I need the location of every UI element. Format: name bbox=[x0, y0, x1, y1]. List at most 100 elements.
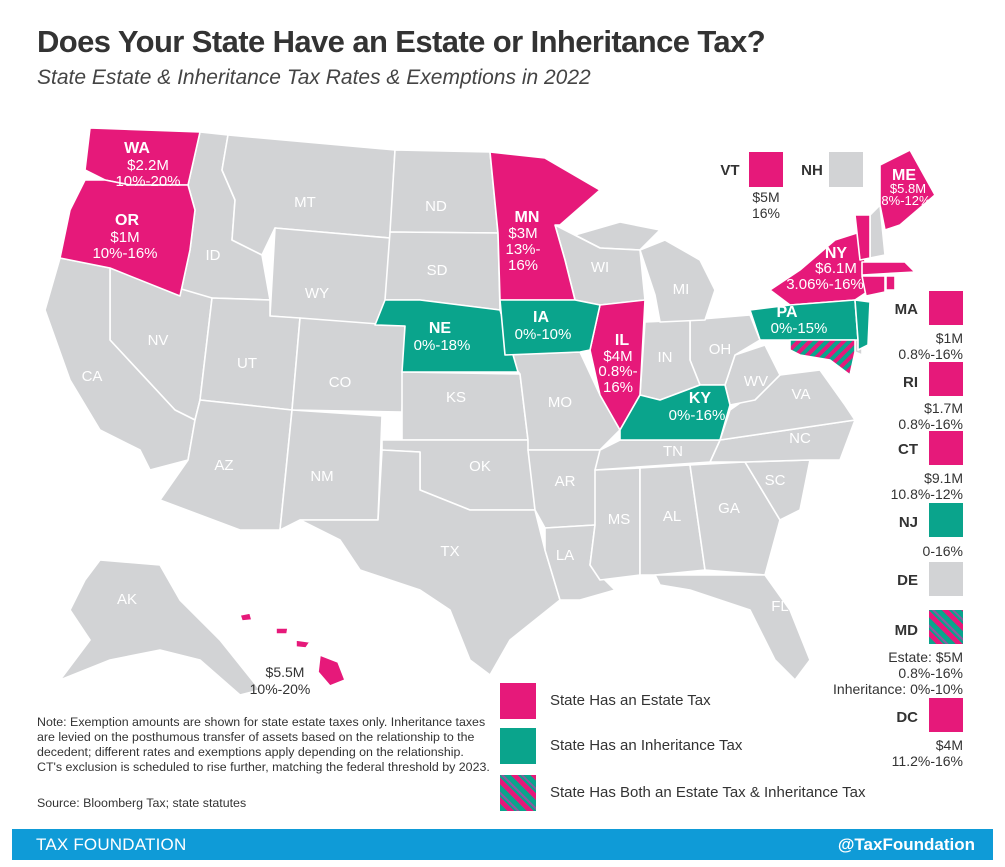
inheritance-states bbox=[374, 299, 871, 441]
footer-bar: TAX FOUNDATION @TaxFoundation bbox=[12, 829, 993, 860]
state-CO bbox=[291, 317, 406, 413]
label-MS: MS bbox=[608, 511, 631, 528]
label-VA: VA bbox=[792, 386, 811, 403]
side-MA-exemption: $1M bbox=[935, 330, 963, 346]
label-CO: CO bbox=[329, 374, 352, 391]
side-MD-text: Estate: $5M 0.8%-16% Inheritance: 0%-10% bbox=[800, 649, 963, 697]
label-MN-exemption: $3M bbox=[508, 225, 537, 242]
label-NE-code: NE bbox=[429, 320, 452, 337]
label-LA: LA bbox=[556, 547, 574, 564]
label-MO: MO bbox=[548, 394, 572, 411]
state-OR bbox=[59, 179, 196, 297]
label-HI-rate: 10%-20% bbox=[250, 681, 311, 697]
state-ME bbox=[879, 149, 936, 231]
side-RI-swatch bbox=[929, 362, 963, 396]
state-AK bbox=[59, 559, 261, 696]
label-KY-code: KY bbox=[689, 390, 712, 407]
side-CT-swatch bbox=[929, 431, 963, 465]
label-MI: MI bbox=[673, 281, 690, 298]
label-OR-code: OR bbox=[115, 212, 139, 229]
label-AR: AR bbox=[555, 473, 576, 490]
label-GA: GA bbox=[718, 500, 740, 517]
label-ID: ID bbox=[206, 247, 221, 264]
label-CA: CA bbox=[82, 368, 103, 385]
map-title: Does Your State Have an Estate or Inheri… bbox=[37, 24, 766, 59]
label-WA-exemption: $2.2M bbox=[127, 157, 169, 174]
side-RI-text: $1.7M 0.8%-16% bbox=[860, 400, 963, 432]
side-MA-swatch bbox=[929, 291, 963, 325]
legend-both-swatch bbox=[500, 775, 536, 811]
label-OK: OK bbox=[469, 458, 491, 475]
side-CT-code: CT bbox=[898, 441, 918, 458]
footer-handle[interactable]: @TaxFoundation bbox=[837, 835, 975, 854]
label-MN-code: MN bbox=[515, 209, 540, 226]
state-CT bbox=[861, 275, 886, 297]
label-MN-rate2: 16% bbox=[508, 257, 538, 274]
label-OH: OH bbox=[709, 341, 732, 358]
side-NJ-text: 0-16% bbox=[860, 543, 963, 559]
inset-VT-rate: 16% bbox=[752, 205, 780, 221]
label-KY-rate: 0%-16% bbox=[669, 407, 726, 424]
label-NM: NM bbox=[310, 468, 333, 485]
side-NJ-code: NJ bbox=[898, 514, 918, 531]
label-AZ: AZ bbox=[214, 457, 233, 474]
state-WY bbox=[269, 227, 391, 326]
state-MN bbox=[489, 151, 601, 301]
state-IA bbox=[499, 299, 601, 356]
state-MA bbox=[861, 261, 916, 276]
label-WV: WV bbox=[744, 373, 768, 390]
side-DC-rate: 11.2%-16% bbox=[891, 753, 963, 769]
side-NJ-swatch bbox=[929, 503, 963, 537]
state-labels: WA $2.2M 10%-20% OR $1M 10%-16% MN $3M 1… bbox=[92, 140, 931, 697]
label-IL-rate2: 16% bbox=[603, 379, 633, 396]
state-NE bbox=[374, 299, 519, 373]
side-MD-estate: Estate: $5M bbox=[888, 649, 963, 665]
side-RI-code: RI bbox=[903, 374, 918, 391]
inset-VT-swatch bbox=[749, 152, 783, 187]
side-MD-swatch bbox=[929, 610, 963, 644]
footer-brand: TAX FOUNDATION bbox=[36, 835, 187, 854]
label-WY: WY bbox=[305, 285, 329, 302]
label-ME-rate: 8%-12% bbox=[881, 193, 931, 208]
side-MA-code: MA bbox=[894, 301, 918, 318]
state-KY bbox=[619, 384, 731, 441]
label-HI-exemption: $5.5M bbox=[266, 664, 305, 680]
inset-NH-code: NH bbox=[801, 162, 823, 179]
state-AL bbox=[639, 464, 706, 576]
state-NJ bbox=[854, 299, 871, 351]
state-MD bbox=[789, 339, 856, 376]
side-CT-rate: 10.8%-12% bbox=[890, 486, 963, 502]
side-MA-rate: 0.8%-16% bbox=[898, 346, 963, 362]
state-ND bbox=[389, 149, 499, 234]
label-ME-code: ME bbox=[892, 167, 916, 184]
state-CA bbox=[44, 257, 196, 471]
label-ME-exemption: $5.8M bbox=[890, 181, 926, 196]
state-FL bbox=[654, 574, 811, 681]
note-text: Note: Exemption amounts are shown for st… bbox=[37, 715, 490, 774]
label-IL-code: IL bbox=[615, 332, 629, 349]
label-IL-rate1: 0.8%- bbox=[598, 363, 637, 380]
label-SC: SC bbox=[765, 472, 786, 489]
side-DE-swatch bbox=[929, 562, 963, 596]
state-VT bbox=[854, 214, 871, 261]
label-FL: FL bbox=[771, 598, 789, 615]
label-PA-code: PA bbox=[776, 304, 797, 321]
side-MD-code: MD bbox=[894, 622, 918, 639]
label-IA-code: IA bbox=[533, 309, 549, 326]
label-OR-exemption: $1M bbox=[110, 229, 139, 246]
label-AL: AL bbox=[663, 508, 681, 525]
vt-nh-inset: VT $5M 16% NH bbox=[720, 152, 863, 221]
label-NY-exemption: $6.1M bbox=[815, 260, 857, 277]
inset-VT-exemption: $5M bbox=[752, 189, 779, 205]
label-UT: UT bbox=[237, 355, 257, 372]
state-KS bbox=[401, 371, 529, 441]
legend-both-label: State Has Both an Estate Tax & Inheritan… bbox=[550, 784, 866, 801]
side-MA-text: $1M 0.8%-16% bbox=[860, 330, 963, 362]
legend-estate-swatch bbox=[500, 683, 536, 719]
label-NV: NV bbox=[148, 332, 169, 349]
legend-inheritance-swatch bbox=[500, 728, 536, 764]
state-RI bbox=[885, 275, 896, 291]
side-RI-exemption: $1.7M bbox=[924, 400, 963, 416]
label-ND: ND bbox=[425, 198, 447, 215]
